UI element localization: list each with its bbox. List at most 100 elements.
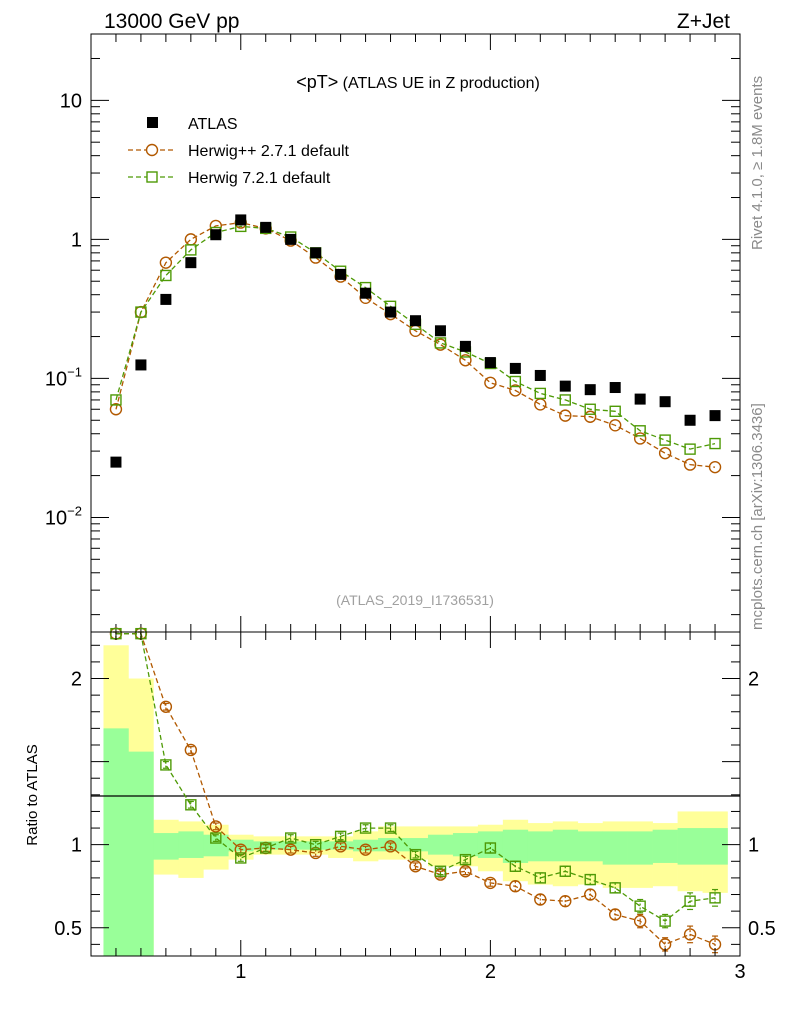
x-tick-label: 3: [734, 961, 745, 983]
main-point-herwigpp: [459, 354, 472, 367]
ratio-point-herwig7: [309, 838, 322, 851]
ratio-point-herwig7: [334, 830, 347, 843]
ratio-y-tick-label-left: 0.5: [54, 918, 82, 940]
ratio-point-herwigpp: [509, 880, 522, 893]
ratio-point-herwigpp: [209, 820, 223, 833]
ratio-point-herwig7: [409, 848, 422, 861]
ratio-band-stat: [178, 831, 204, 858]
ratio-point-herwig7: [185, 799, 197, 811]
main-point-atlas: [559, 380, 571, 392]
main-point-atlas: [534, 369, 546, 381]
ratio-point-herwig7: [434, 865, 447, 877]
ratio-point-herwig7: [384, 822, 397, 834]
main-point-herwigpp: [159, 256, 173, 269]
ratio-band-stat: [278, 841, 304, 850]
x-tick-label: 2: [485, 961, 496, 983]
main-point-herwigpp: [184, 233, 198, 246]
ratio-point-herwigpp: [159, 700, 173, 713]
main-point-atlas: [410, 315, 421, 327]
legend-label-atlas: ATLAS: [188, 116, 238, 133]
ratio-y-tick-label-right: 0.5: [748, 918, 776, 940]
ratio-band-stat: [403, 838, 429, 852]
ratio-point-herwigpp: [384, 840, 397, 853]
main-point-herwigpp: [633, 432, 647, 445]
main-point-atlas: [634, 393, 646, 405]
plot-title-main: <pT>: [296, 72, 338, 92]
ratio-point-herwig7: [634, 900, 646, 912]
legend-marker-herwig7: [146, 171, 158, 183]
ratio-series-line-1: [116, 633, 716, 946]
main-point-herwigpp: [708, 460, 722, 474]
main-point-herwigpp: [559, 409, 572, 422]
main-point-herwigpp: [534, 398, 547, 411]
ratio-uncertainty-bands: [103, 645, 728, 956]
ratio-point-herwig7: [534, 872, 547, 884]
main-point-atlas: [609, 382, 621, 394]
ratio-band-stat: [228, 839, 254, 852]
main-point-atlas: [509, 362, 521, 374]
main-y-tick-label: 1: [71, 229, 82, 251]
ratio-band-stat: [702, 828, 728, 865]
main-point-herwig7: [434, 337, 447, 349]
main-point-atlas: [584, 384, 596, 396]
main-point-herwig7: [509, 375, 522, 388]
main-point-atlas: [385, 306, 397, 318]
ratio-point-herwigpp: [534, 893, 547, 906]
main-point-atlas: [434, 325, 446, 337]
x-tick-label: 1: [235, 961, 246, 983]
main-point-atlas: [210, 229, 222, 241]
main-plot-marks: [109, 214, 722, 474]
main-point-herwig7: [634, 425, 646, 437]
legend-label-herwig7: Herwig 7.2.1 default: [188, 170, 331, 187]
ratio-point-herwig7: [484, 842, 497, 854]
ratio-band-stat: [677, 828, 703, 865]
main-point-atlas: [185, 257, 197, 269]
ratio-band-stat: [502, 829, 529, 863]
ratio-point-herwigpp: [409, 860, 422, 873]
legend-label-herwigpp: Herwig++ 2.7.1 default: [188, 143, 350, 160]
ratio-y-tick-label-left: 2: [71, 669, 82, 691]
ratio-band-stat: [153, 833, 179, 860]
ratio-point-herwigpp: [459, 865, 472, 878]
main-y-tick-label: 10−2: [45, 503, 82, 529]
main-point-atlas: [459, 340, 471, 352]
ratio-band-stat: [627, 831, 653, 865]
main-point-atlas: [285, 233, 297, 245]
main-point-herwigpp: [484, 376, 497, 389]
ratio-point-herwig7: [284, 832, 297, 844]
plot-title-sub: (ATLAS UE in Z production): [338, 75, 540, 92]
main-point-herwigpp: [658, 446, 672, 460]
ratio-point-herwig7: [260, 842, 272, 854]
ratio-band-stat: [552, 829, 579, 862]
main-y-tick-label: 10−1: [45, 364, 82, 390]
ratio-point-herwig7: [684, 895, 696, 907]
analysis-id-label: (ATLAS_2019_I1736531): [336, 592, 494, 608]
ratio-y-tick-label-right: 1: [748, 835, 759, 857]
ratio-point-herwig7: [609, 882, 621, 894]
ratio-band-stat: [203, 834, 229, 857]
ratio-point-herwigpp: [584, 888, 597, 901]
ratio-band-stat: [328, 841, 354, 850]
ratio-point-herwigpp: [559, 894, 572, 908]
legend-marker-herwigpp: [145, 143, 159, 157]
main-point-herwig7: [709, 437, 721, 450]
main-point-atlas: [310, 247, 322, 259]
plot-title: <pT> (ATLAS UE in Z production): [296, 72, 540, 92]
ratio-y-tick-label-right: 2: [748, 669, 759, 691]
ratio-point-herwigpp: [608, 908, 622, 921]
ratio-point-herwig7: [459, 853, 472, 866]
ratio-point-herwig7: [659, 915, 671, 927]
ratio-band-stat: [103, 728, 129, 956]
ratio-point-herwig7: [509, 860, 522, 872]
main-point-herwigpp: [608, 419, 622, 432]
header-right: Z+Jet: [677, 10, 730, 33]
ratio-point-herwig7: [160, 759, 172, 771]
rivet-label: Rivet 4.1.0, ≥ 1.8M events: [749, 76, 766, 250]
ratio-point-herwig7: [210, 832, 222, 844]
ratio-band-stat: [602, 831, 628, 865]
main-point-herwig7: [185, 244, 197, 256]
main-y-tick-label-exponent: −2: [67, 503, 82, 518]
